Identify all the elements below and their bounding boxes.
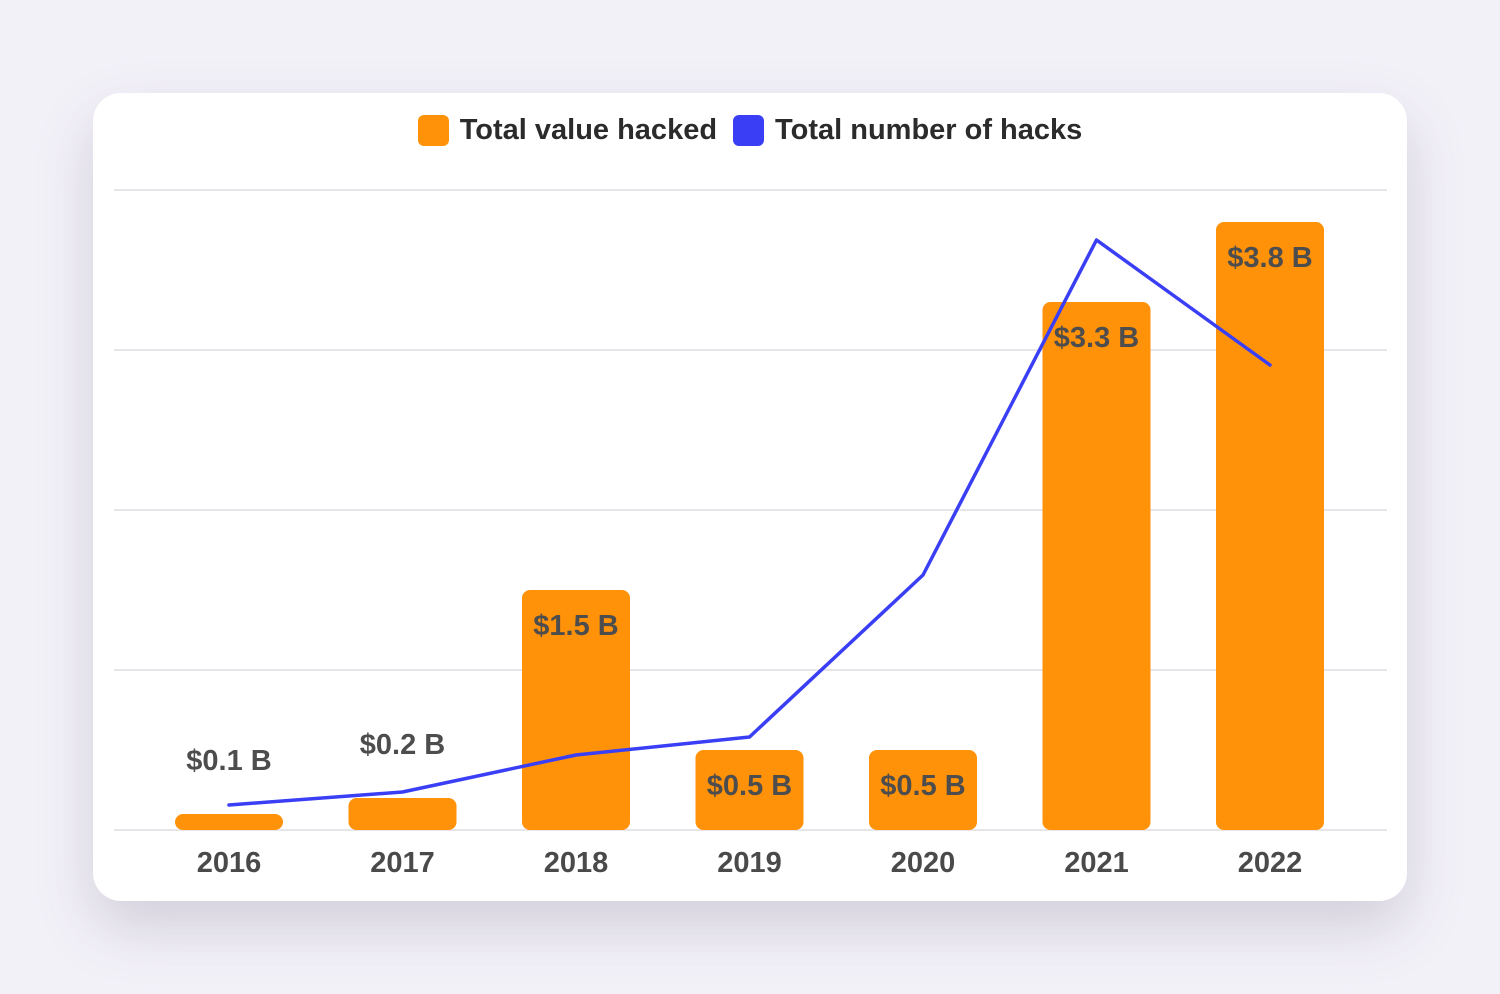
legend-label-count: Total number of hacks	[775, 114, 1083, 146]
data-label: $0.1 B	[186, 745, 271, 777]
legend-label-value: Total value hacked	[459, 114, 718, 146]
data-label: $0.2 B	[360, 729, 445, 761]
x-tick-label: 2018	[544, 847, 609, 879]
data-label: $3.3 B	[1054, 322, 1139, 354]
legend-swatch-value	[417, 115, 449, 146]
data-label: $1.5 B	[533, 610, 618, 642]
data-label: $0.5 B	[707, 770, 792, 802]
x-tick-label: 2020	[891, 847, 956, 879]
legend-item-count: Total number of hacks	[733, 114, 1082, 147]
bar	[869, 750, 977, 830]
bar	[1042, 302, 1151, 830]
data-label: $0.5 B	[880, 770, 965, 802]
bar	[522, 590, 630, 830]
legend-item-value: Total value hacked	[417, 114, 718, 147]
x-tick-label: 2016	[197, 847, 262, 879]
x-tick-label: 2019	[717, 847, 782, 879]
legend-swatch-count	[733, 115, 765, 146]
legend: Total value hacked Total number of hacks	[0, 114, 1500, 147]
bar	[175, 814, 283, 830]
bar	[348, 798, 457, 830]
x-tick-label: 2022	[1238, 847, 1303, 879]
data-label: $3.8 B	[1227, 242, 1312, 274]
bar	[1216, 222, 1324, 830]
bar	[695, 750, 804, 830]
x-tick-label: 2017	[370, 847, 435, 879]
x-tick-label: 2021	[1064, 847, 1129, 879]
